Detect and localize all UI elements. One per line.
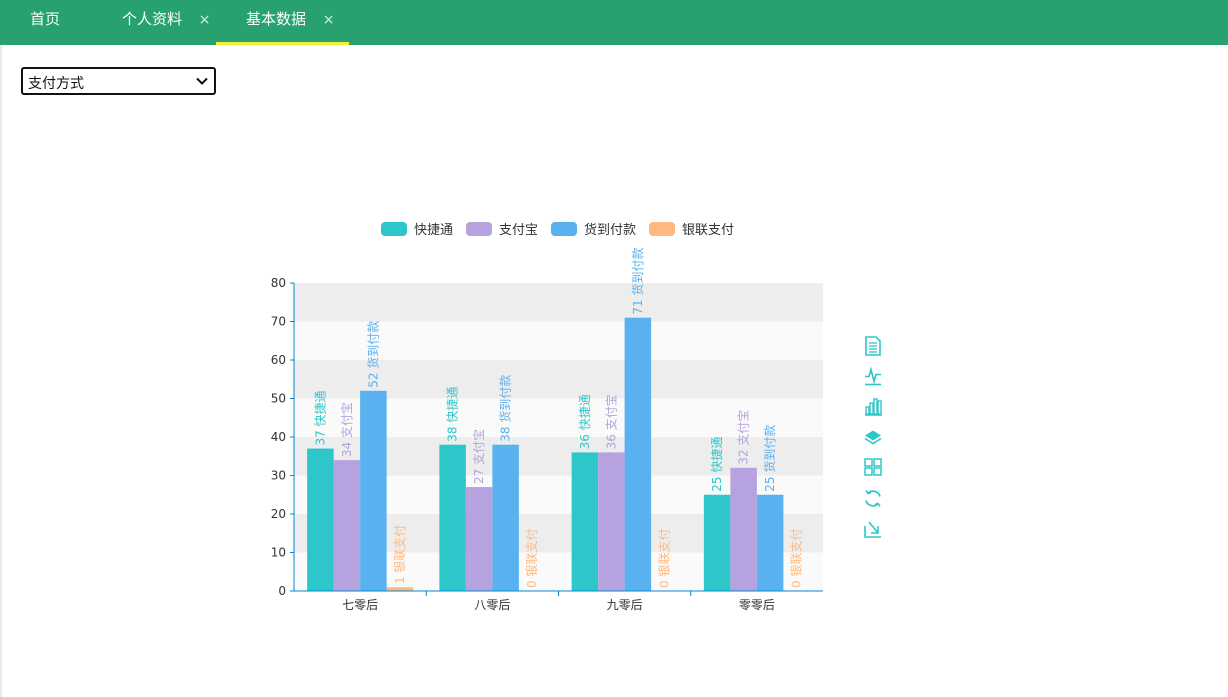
bar-data-label: 27 支付宝 — [472, 429, 486, 484]
legend-swatch — [466, 222, 492, 236]
bar-data-label: 52 货到付款 — [365, 321, 380, 388]
bar[interactable] — [571, 452, 599, 591]
bar[interactable] — [360, 390, 387, 591]
bar-data-label: 25 货到付款 — [762, 425, 777, 492]
tab-basic-data-close-icon[interactable]: × — [322, 12, 335, 28]
y-tick-label: 20 — [271, 507, 286, 521]
y-tick-label: 30 — [271, 469, 286, 483]
bar-data-label: 38 快捷通 — [446, 387, 460, 442]
tiled-icon[interactable] — [863, 457, 885, 479]
y-tick-label: 80 — [271, 276, 286, 290]
content-left-border — [0, 45, 2, 697]
bar-data-label: 36 快捷通 — [578, 394, 592, 449]
legend-item[interactable]: 快捷通 — [381, 222, 453, 238]
tab-profile-close-icon[interactable]: × — [198, 12, 211, 28]
bar[interactable] — [598, 452, 625, 591]
bar-data-label: 0 银联支付 — [657, 529, 671, 588]
bar-data-label: 25 快捷通 — [710, 437, 724, 492]
tab-basic-data-label: 基本数据 — [246, 10, 307, 28]
grid-band — [294, 321, 823, 360]
bar-data-label: 0 银联支付 — [790, 529, 804, 588]
tab-profile[interactable]: 个人资料 × — [122, 0, 211, 45]
y-tick-label: 60 — [271, 353, 286, 367]
tab-home[interactable]: 首页 — [30, 0, 60, 45]
data-view-icon[interactable] — [863, 335, 885, 357]
stack-icon[interactable] — [863, 427, 885, 449]
x-tick-label: 九零后 — [607, 598, 643, 612]
tab-basic-data[interactable]: 基本数据 × — [216, 0, 349, 45]
bar[interactable] — [307, 448, 334, 591]
x-tick-label: 八零后 — [474, 598, 510, 612]
download-icon[interactable] — [863, 518, 885, 540]
bar[interactable] — [492, 444, 519, 591]
bar-data-label: 34 支付宝 — [340, 402, 354, 457]
legend-item[interactable]: 银联支付 — [649, 222, 734, 238]
y-tick-label: 40 — [271, 430, 286, 444]
bar-data-label: 1 银联支付 — [393, 525, 407, 584]
bar-data-label: 0 银联支付 — [525, 529, 539, 588]
refresh-icon[interactable] — [863, 488, 885, 510]
bar[interactable] — [439, 444, 466, 591]
y-tick-label: 70 — [271, 315, 286, 329]
bar-data-label: 71 货到付款 — [630, 248, 645, 315]
legend-item[interactable]: 支付宝 — [466, 222, 538, 238]
x-tick-label: 零零后 — [739, 598, 775, 612]
chevron-down-icon — [196, 77, 208, 85]
line-chart-icon[interactable] — [863, 366, 885, 388]
y-tick-label: 10 — [271, 546, 286, 560]
x-tick-label: 七零后 — [342, 598, 378, 612]
bar[interactable] — [465, 487, 493, 591]
legend-item[interactable]: 货到付款 — [551, 222, 636, 238]
bar-chart-icon[interactable] — [863, 396, 885, 418]
bar[interactable] — [624, 317, 652, 591]
bar-data-label: 37 快捷通 — [313, 390, 327, 445]
payment-method-select[interactable]: 支付方式 — [21, 67, 216, 95]
y-tick-label: 50 — [271, 392, 286, 406]
legend-label: 支付宝 — [499, 223, 538, 238]
chart-toolbox — [863, 335, 885, 540]
tab-home-label: 首页 — [30, 10, 61, 28]
y-tick-label: 0 — [278, 584, 286, 598]
payment-method-select-value: 支付方式 — [28, 76, 84, 92]
bar[interactable] — [703, 494, 731, 591]
bar-data-label: 32 支付宝 — [737, 410, 751, 465]
legend-swatch — [551, 222, 577, 236]
grid-band — [294, 283, 823, 322]
legend-swatch — [381, 222, 407, 236]
bar[interactable] — [386, 587, 414, 591]
bar-data-label: 36 支付宝 — [604, 394, 618, 449]
tab-bar: 首页 个人资料 × 基本数据 × — [0, 0, 1228, 45]
tab-profile-label: 个人资料 — [122, 10, 183, 28]
bar[interactable] — [730, 467, 757, 591]
bar-data-label: 38 货到付款 — [498, 375, 513, 442]
legend-label: 快捷通 — [414, 223, 453, 238]
bar[interactable] — [333, 460, 361, 591]
bar[interactable] — [756, 494, 784, 591]
legend-swatch — [649, 222, 675, 236]
legend-label: 银联支付 — [682, 223, 734, 238]
legend-label: 货到付款 — [584, 222, 636, 238]
